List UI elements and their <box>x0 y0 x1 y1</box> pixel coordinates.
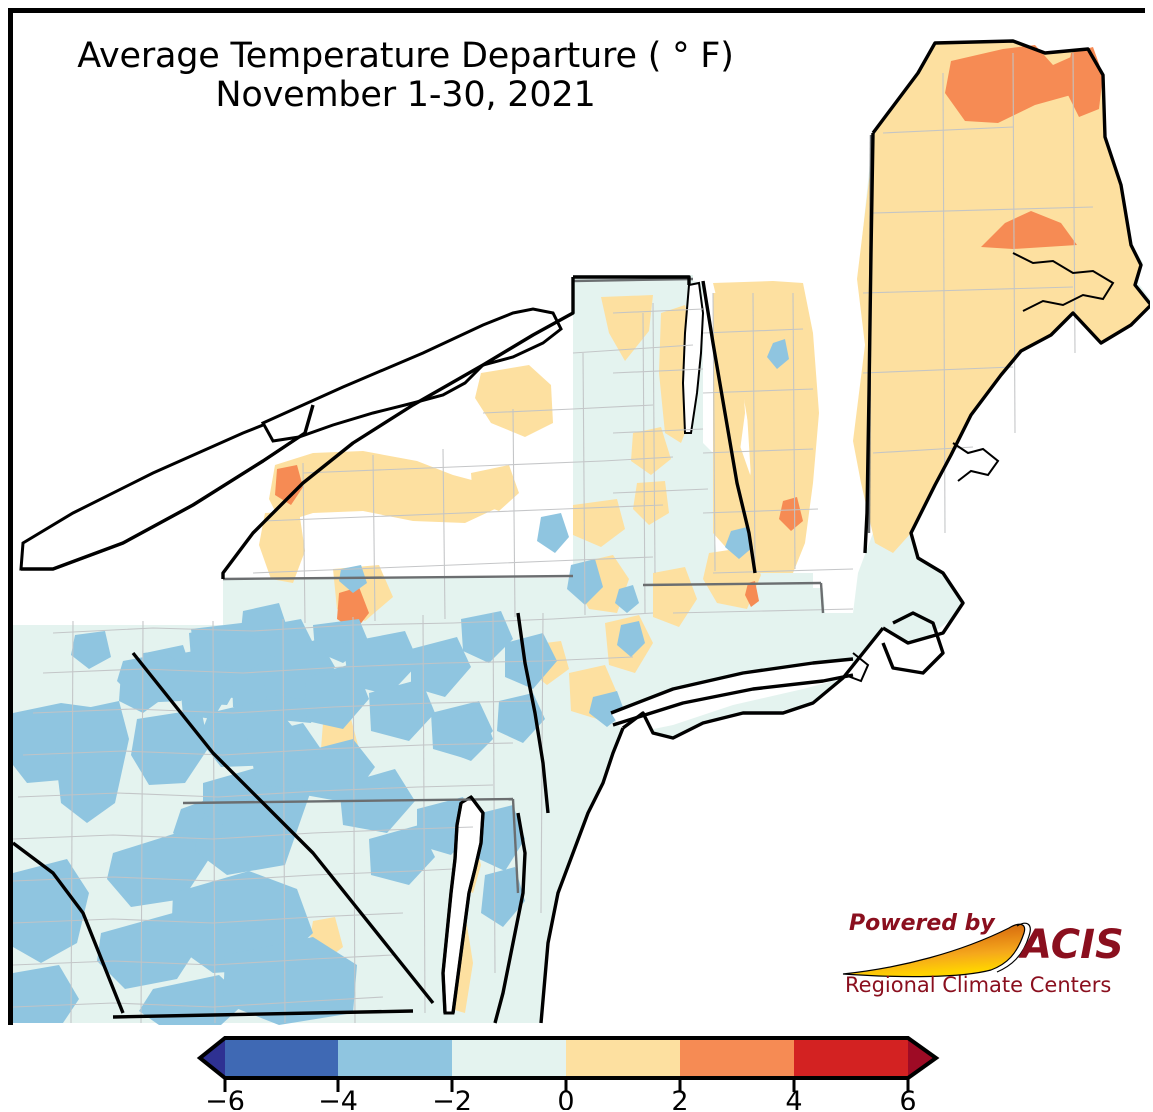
colorbar-tick-label: −2 <box>432 1086 472 1110</box>
patch-vt-east <box>713 293 745 483</box>
patch-nj-1 <box>445 711 493 761</box>
patch-lake-ontario-shore <box>475 365 553 437</box>
patch-ma-hot-spot <box>779 497 803 531</box>
long-island-sound <box>611 659 853 735</box>
colorbar-ticks <box>223 1078 910 1092</box>
patch-nj-4 <box>461 611 513 663</box>
map-frame: Average Temperature Departure ( ° F) Nov… <box>8 8 1150 1030</box>
patch-pa-ridge-3 <box>107 831 209 907</box>
patch-pa-east-8 <box>369 679 435 741</box>
patch-ny-small-2 <box>573 499 625 547</box>
patch-ny-blue-3 <box>617 621 645 657</box>
patch-pa-ridge-5 <box>139 975 247 1025</box>
patch-nh-south <box>713 443 753 553</box>
patch-pa-ridge-1 <box>117 653 195 703</box>
swoosh-hook <box>996 922 1031 973</box>
colorbar-over-arrow <box>908 1038 936 1078</box>
colorbar-tick-label: 0 <box>557 1086 574 1110</box>
patch-ohio-4 <box>13 965 79 1023</box>
colorbar: −6 −4 −2 0 2 4 6 <box>0 1030 1153 1110</box>
colorbar-band-4-to-6 <box>794 1038 908 1078</box>
patch-ohio-2 <box>55 701 129 823</box>
colorbar-tick-label: −6 <box>205 1086 245 1110</box>
patch-maine <box>853 41 1150 553</box>
temperature-departure-map <box>13 13 1150 1030</box>
lake-champlain <box>681 281 705 434</box>
patch-ohio-3 <box>13 859 89 963</box>
patch-ri-hot-spot <box>745 581 759 607</box>
logo-tagline: Regional Climate Centers <box>845 973 1111 997</box>
patch-maine-central <box>981 211 1077 249</box>
colorbar-tick-label: 6 <box>899 1086 916 1110</box>
patch-pa-east-9 <box>411 637 471 697</box>
colorbar-band-minus6-to-minus4 <box>225 1038 338 1078</box>
swoosh-shape <box>842 923 1026 978</box>
patch-ma-blue-1 <box>725 527 753 559</box>
colorbar-band-minus2-to-0 <box>452 1038 566 1078</box>
logo-powered-by: Powered by <box>849 911 996 936</box>
county-boundaries <box>13 52 1094 1024</box>
colorbar-tick-label: −4 <box>318 1086 358 1110</box>
patch-ny-small-5 <box>631 427 671 475</box>
logo-acronym: ACIS <box>1018 922 1124 968</box>
colorbar-band-2-to-4 <box>680 1038 794 1078</box>
colorbar-tick-label: 2 <box>671 1086 688 1110</box>
patch-aroostook-north <box>945 45 1085 123</box>
lake-ontario <box>260 307 563 443</box>
patch-pa-nw-4 <box>71 631 111 669</box>
patch-ct-blue-2 <box>615 585 639 613</box>
patch-nh-blue-1 <box>767 339 789 369</box>
atlantic-ocean-east <box>973 453 1150 1025</box>
colorbar-band-0-to-2 <box>566 1038 680 1078</box>
colorbar-band-minus4-to-minus2 <box>338 1038 452 1078</box>
coastline-detail <box>844 252 1115 683</box>
colorbar-tick-label: 4 <box>785 1086 802 1110</box>
patch-buffalo <box>275 465 303 505</box>
patch-ny-blue-5 <box>241 603 287 643</box>
colorbar-under-arrow <box>200 1038 225 1078</box>
patch-buffalo-south <box>259 511 305 583</box>
water-bodies-layer <box>19 281 1150 1025</box>
patch-ny-blue-1 <box>537 513 569 553</box>
state-outlines <box>13 39 1150 1024</box>
patch-aroostook-east <box>1065 47 1103 117</box>
atlantic-ocean <box>548 603 1023 1025</box>
patch-pa-east-7 <box>343 631 419 695</box>
acis-logo: Powered by ACIS Regional Climate Centers <box>841 906 1126 998</box>
patch-southern-tier <box>337 587 369 631</box>
patch-western-ny <box>269 451 495 523</box>
patch-ny-small-1 <box>471 465 519 511</box>
patch-ct-north <box>653 567 697 627</box>
band-2-to-4-layer <box>275 45 1103 631</box>
patch-delmarva-2 <box>481 867 525 927</box>
patch-pa-nw-1 <box>131 709 209 785</box>
